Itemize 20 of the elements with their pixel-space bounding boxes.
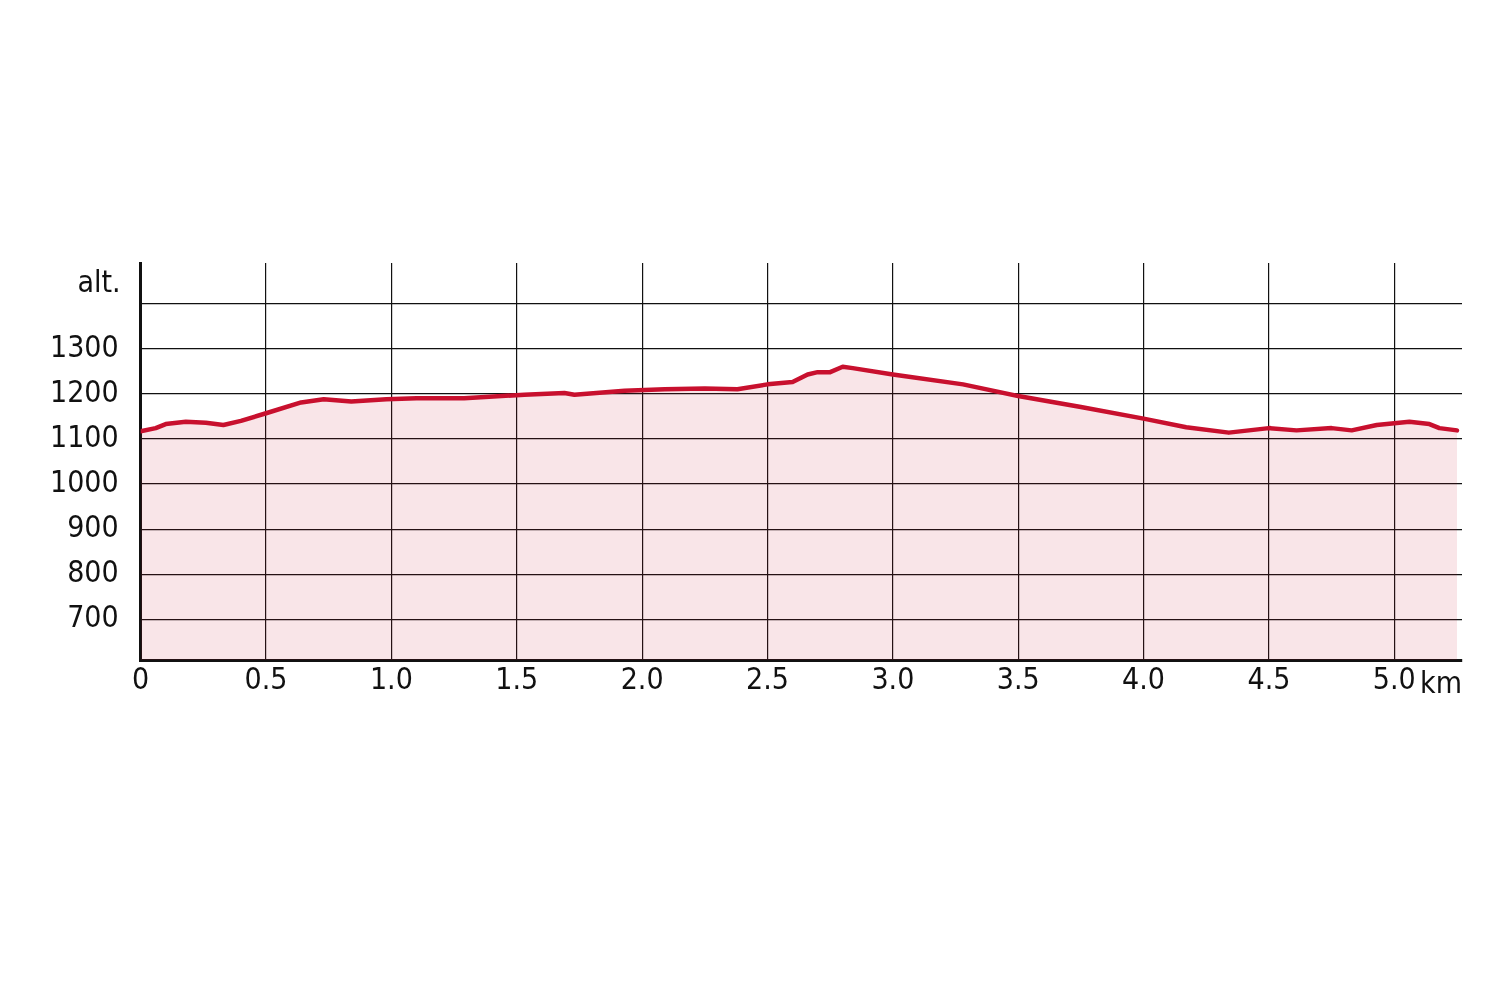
y-tick-label: 800 bbox=[67, 554, 119, 590]
y-tick-label: 1200 bbox=[50, 373, 119, 409]
x-tick-label: 4.0 bbox=[1122, 660, 1166, 696]
x-tick-label: 3.5 bbox=[996, 660, 1040, 696]
y-tick-label: 1000 bbox=[50, 463, 119, 499]
x-tick-label: 5.0 bbox=[1372, 660, 1416, 696]
y-tick-label: 1300 bbox=[50, 328, 119, 364]
x-tick-label: 3.0 bbox=[871, 660, 915, 696]
x-tick-label: 4.5 bbox=[1247, 660, 1291, 696]
y-tick-label: 900 bbox=[67, 508, 119, 544]
x-axis-title: km bbox=[1420, 664, 1462, 700]
x-tick-label: 1.5 bbox=[495, 660, 539, 696]
y-tick-label: 1100 bbox=[50, 418, 119, 454]
x-tick-label: 2.5 bbox=[746, 660, 789, 696]
x-tick-label: 1.0 bbox=[369, 660, 413, 696]
y-axis-title: alt. bbox=[77, 264, 121, 300]
x-tick-label: 0.5 bbox=[244, 660, 288, 696]
x-tick-label: 2.0 bbox=[620, 660, 664, 696]
x-tick-label: 0 bbox=[132, 660, 150, 696]
y-tick-label: 700 bbox=[67, 599, 119, 635]
